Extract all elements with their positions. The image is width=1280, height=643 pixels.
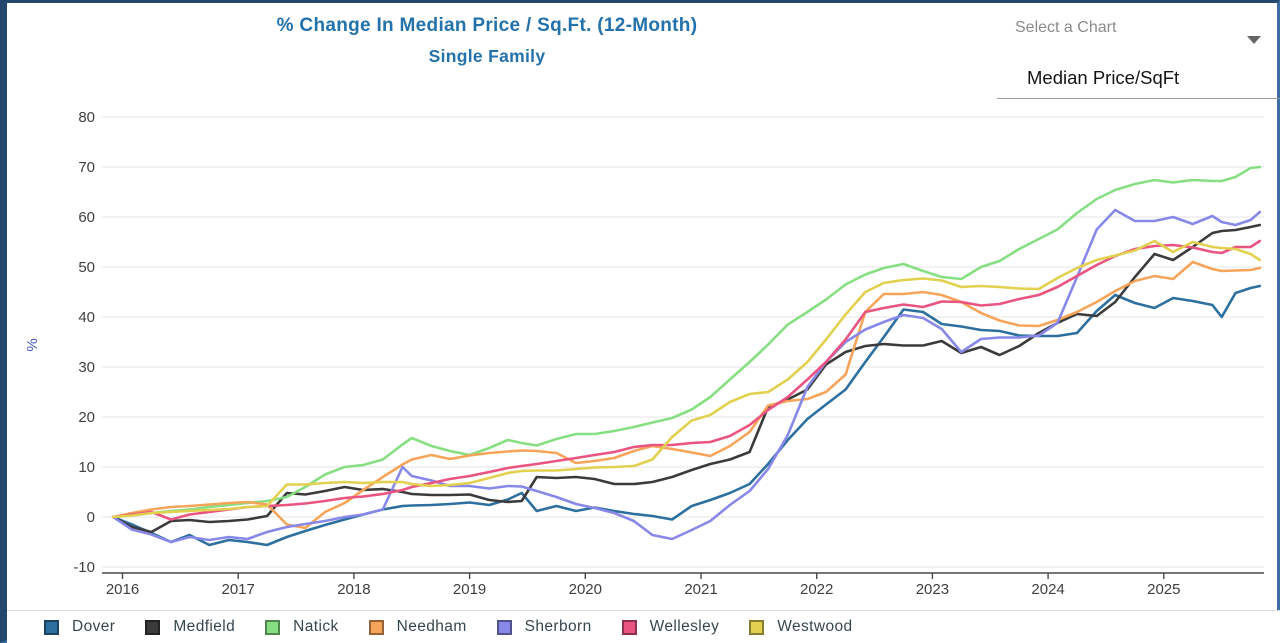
line-chart: 80 70 60 50 40 30 20 10 0 -10 2016 2017 2018 2019 2020… [24, 109, 1264, 598]
y-axis-tick-label: 30 [78, 359, 95, 376]
legend-swatch [145, 619, 161, 635]
y-axis-tick-label: 0 [87, 509, 95, 526]
series-line-sherborn[interactable] [111, 208, 1262, 544]
chart-legend: Dover Medfield Natick Needham Sherborn W… [7, 610, 1280, 643]
chevron-down-icon[interactable] [1247, 36, 1261, 44]
x-axis-tick-label: 2019 [453, 581, 486, 598]
y-axis-tick-label: 10 [78, 459, 95, 476]
x-axis-tick-label: 2023 [916, 581, 949, 598]
legend-item-label: Natick [293, 618, 339, 635]
series-line-medfield[interactable] [111, 223, 1262, 534]
legend-item-label: Needham [396, 618, 467, 635]
x-axis-tick-label: 2018 [337, 581, 370, 598]
x-axis-tick-label: 2025 [1147, 581, 1180, 598]
y-axis-tick-label: 20 [78, 409, 95, 426]
legend-item-label: Sherborn [524, 618, 592, 635]
x-axis-tick-label: 2017 [222, 581, 255, 598]
legend-swatch [44, 619, 59, 635]
y-axis-tick-label: 40 [78, 309, 95, 326]
y-axis-tick-label: 50 [78, 259, 95, 276]
legend-swatch [496, 619, 512, 635]
legend-item-needham[interactable]: Needham [368, 618, 467, 636]
legend-swatch [621, 619, 637, 635]
x-axis-tick-label: 2016 [106, 581, 139, 598]
legend-item-label: Westwood [777, 618, 853, 635]
series-line-westwood[interactable] [111, 239, 1262, 519]
legend-swatch [368, 619, 384, 635]
legend-item-medfield[interactable]: Medfield [145, 618, 235, 636]
chart-subtitle: Single Family [428, 46, 546, 66]
y-axis-tick-label: 80 [78, 109, 95, 126]
chart-header: % Change In Median Price / Sq.Ft. (12-Mo… [7, 15, 967, 67]
chart-selector-value[interactable]: Median Price/SqFt [1027, 67, 1180, 88]
x-axis-tick-label: 2021 [684, 581, 717, 598]
series-line-natick[interactable] [111, 165, 1262, 519]
legend-item-westwood[interactable]: Westwood [749, 618, 852, 636]
legend-item-wellesley[interactable]: Wellesley [621, 618, 720, 636]
x-axis-tick-label: 2020 [569, 581, 602, 598]
chart-selector-underline [997, 98, 1280, 99]
legend-item-label: Medfield [173, 618, 236, 635]
x-axis-tick-label: 2024 [1031, 581, 1064, 598]
x-axis-tick-label: 2022 [800, 581, 833, 598]
legend-item-dover[interactable]: Dover [44, 618, 115, 636]
legend-item-label: Wellesley [649, 618, 720, 635]
chart-selector-label: Select a Chart [1015, 19, 1117, 36]
y-axis-tick-label: 60 [78, 209, 95, 226]
legend-item-label: Dover [72, 618, 116, 635]
series-line-dover[interactable] [111, 284, 1262, 547]
y-axis-tick-label: 70 [78, 159, 95, 176]
legend-item-sherborn[interactable]: Sherborn [496, 618, 592, 636]
legend-item-natick[interactable]: Natick [265, 618, 338, 636]
chart-title: % Change In Median Price / Sq.Ft. (12-Mo… [276, 15, 698, 36]
legend-swatch [265, 619, 281, 635]
y-axis-title: % [24, 338, 41, 351]
series-line-wellesley[interactable] [111, 239, 1262, 521]
legend-swatch [749, 619, 765, 635]
y-axis-tick-label: -10 [73, 559, 95, 576]
